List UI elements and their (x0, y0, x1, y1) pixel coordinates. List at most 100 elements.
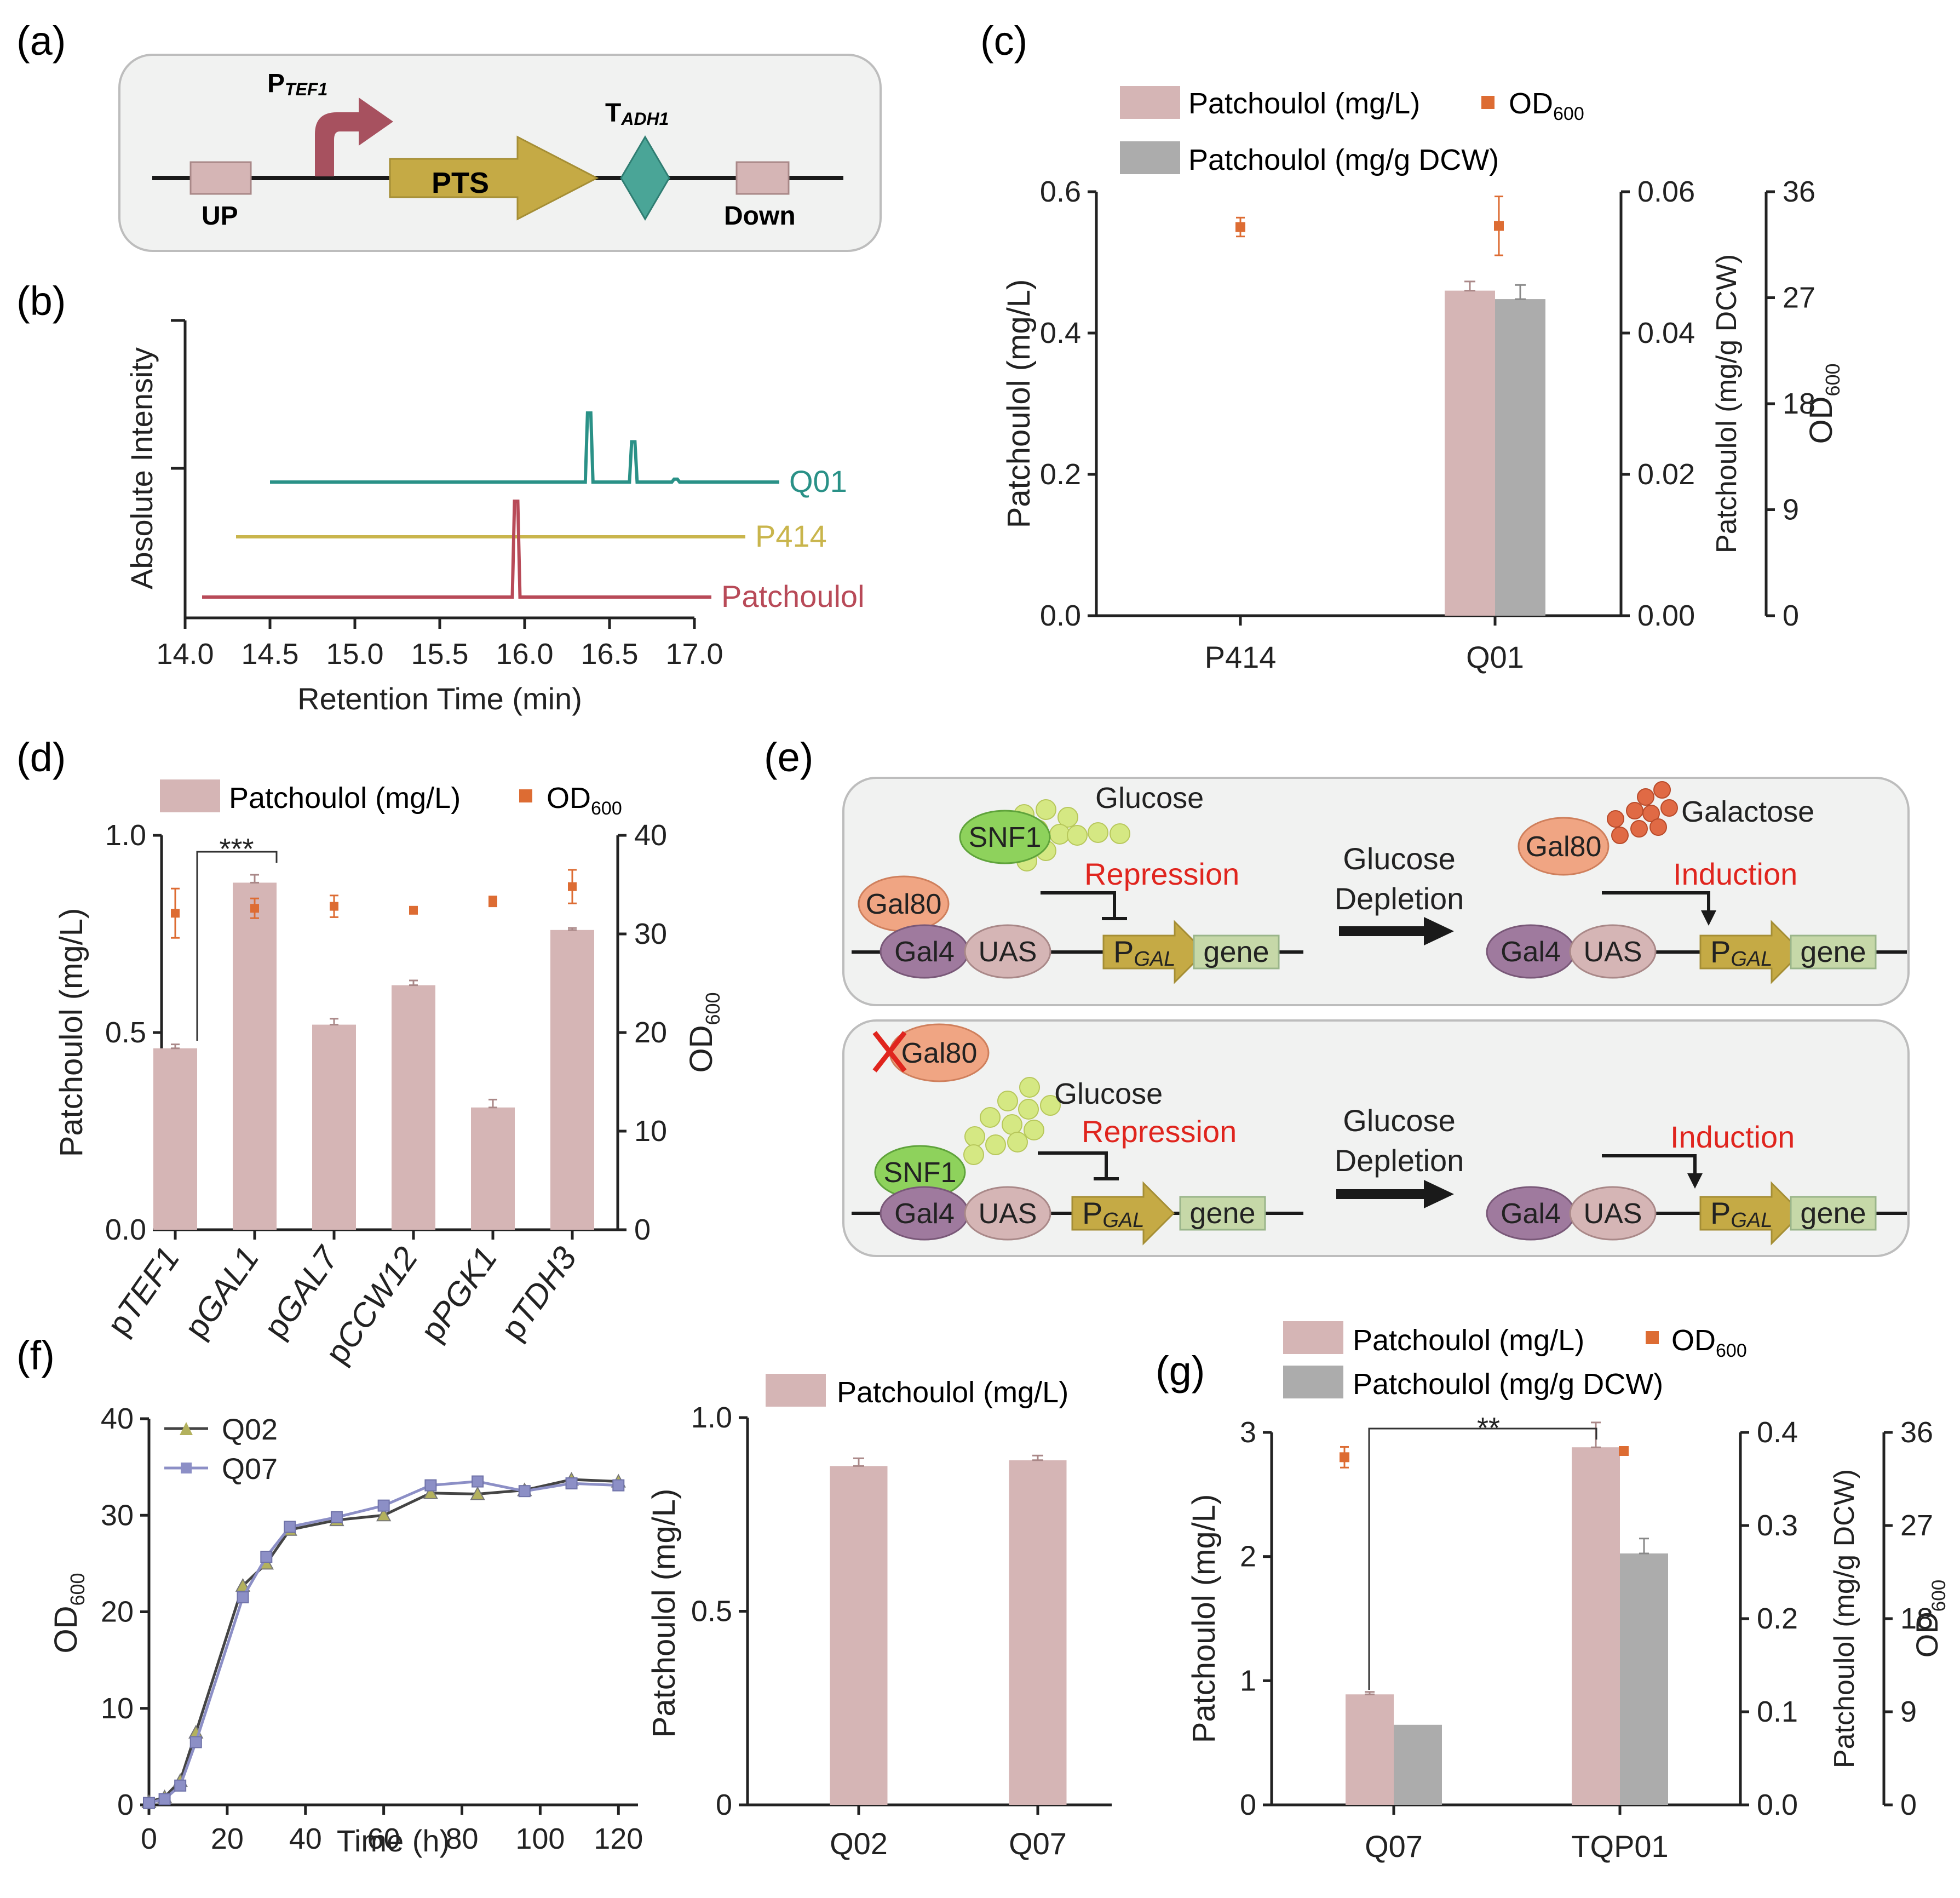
e-gene-top-1-label: gene (1203, 936, 1269, 968)
g-od-point-TQP01 (1619, 1446, 1629, 1456)
d-y1-tick-label: 1.0 (105, 819, 146, 852)
legend-g-label-od: OD600 (1671, 1324, 1747, 1361)
d-sig-label: *** (219, 833, 254, 865)
e-uas-bottom-1 (964, 1186, 1051, 1241)
e-gal4-top-2-label: Gal4 (1501, 936, 1561, 968)
e-galactose-dot (1660, 799, 1678, 817)
panel-label-f: (f) (16, 1333, 55, 1378)
e-induce-head-bottom (1687, 1173, 1703, 1189)
e-pgal-top-1-label: PGAL (1113, 934, 1175, 971)
e-pgal-bottom-2 (1699, 1181, 1803, 1246)
g-y1-label: Patchoulol (mg/L) (1186, 1494, 1222, 1744)
f1-y-tick-label: 10 (101, 1692, 134, 1725)
f1-point-q07 (158, 1793, 171, 1805)
e-uas-top-1-label: UAS (979, 936, 1037, 968)
e-galactose-dot (1637, 788, 1654, 806)
e-galactose-dot (1642, 805, 1660, 822)
cassette-box (118, 54, 882, 252)
c-y1-tick-label: 0.6 (1040, 175, 1081, 208)
g-bar-mgl-Q07 (1346, 1694, 1394, 1805)
e-glucose-dot-bottom (980, 1107, 1001, 1128)
panel-label-e: (e) (764, 735, 813, 780)
e-galactose-label: Galactose (1681, 795, 1814, 828)
legend-c-label-dcw: Patchoulol (mg/g DCW) (1188, 144, 1499, 176)
e-arrow-top (1339, 917, 1454, 945)
panel-label-b: (b) (16, 278, 66, 324)
c-x-tick-label: Q01 (1466, 640, 1524, 674)
f1-point-q02 (235, 1578, 251, 1592)
e-glucose-dot-bottom (1018, 1099, 1039, 1120)
g-y1-tick-label: 3 (1240, 1416, 1256, 1449)
b-y-axis-label: Absolute Intensity (124, 347, 159, 589)
g-y3-tick-label: 18 (1900, 1602, 1933, 1635)
promoter-arrow (315, 98, 393, 176)
d-bar-pTDH3 (550, 930, 594, 1230)
e-glucose-label-top: Glucose (1095, 782, 1204, 815)
d-od-point (409, 905, 418, 915)
c-y3-tick-label: 9 (1783, 494, 1799, 526)
e-glucose-dot-bottom (1002, 1114, 1022, 1135)
e-glucose-dot (1067, 825, 1088, 846)
e-gal4-top-1-label: Gal4 (894, 936, 955, 968)
g-sig-label: ** (1477, 1412, 1500, 1444)
g-y1-tick-label: 2 (1240, 1540, 1256, 1573)
b-trace-label-q01: Q01 (789, 464, 847, 498)
f1-point-q07 (174, 1779, 187, 1792)
d-od-point (250, 904, 259, 913)
e-induction-top: Induction (1673, 857, 1797, 891)
b-x-axis-label: Retention Time (min) (297, 681, 582, 716)
d-y2-tick-label: 40 (634, 819, 667, 852)
down-label: Down (724, 202, 796, 231)
d-od-point (568, 882, 577, 891)
e-glucose-dot-bottom (1024, 1120, 1044, 1140)
f1-point-q07 (424, 1479, 437, 1492)
e-galactose-dot (1626, 802, 1643, 819)
e-glucose-dot (1057, 807, 1078, 828)
d-od-point (488, 897, 497, 906)
b-trace-q01 (270, 411, 779, 484)
up-box (189, 161, 252, 195)
e-gal80-bottom-label: Gal80 (901, 1037, 978, 1069)
e-glucose-dot (1049, 824, 1070, 845)
f1-point-q07 (189, 1736, 202, 1748)
d-bar-pPGK1 (471, 1107, 515, 1230)
e-glucose-dot-bottom (1019, 1077, 1040, 1098)
d-bar-pTEF1 (153, 1048, 197, 1230)
up-label: UP (202, 202, 238, 231)
promoter-label: PTEF1 (267, 69, 327, 99)
g-bar-dcw-TQP01 (1620, 1553, 1668, 1805)
e-snf1-top (959, 810, 1051, 864)
f2-y-tick-label: 0 (716, 1788, 732, 1821)
e-induce-head-top (1701, 910, 1716, 926)
legend-c-label-od: OD600 (1509, 87, 1584, 124)
e-induce-line-bottom (1602, 1154, 1697, 1180)
d-y2-tick-label: 20 (634, 1016, 667, 1049)
e-gal4-bottom-2-label: Gal4 (1501, 1198, 1561, 1230)
e-gal80-top-label: Gal80 (866, 888, 942, 920)
e-uas-top-2 (1569, 924, 1657, 979)
c-y3-tick-label: 27 (1783, 282, 1815, 314)
d-x-tick-label-pPGK1: pPGK1 (413, 1240, 504, 1348)
c-y2-tick-label: 0.04 (1637, 317, 1695, 349)
f2-bar-Q07 (1009, 1460, 1067, 1805)
e-gene-top-2 (1790, 934, 1877, 970)
d-y2-tick-label: 30 (634, 918, 667, 950)
d-bar-pGAL1 (233, 882, 277, 1230)
legend-g-swatch-od (1646, 1331, 1659, 1344)
c-od-point (1494, 221, 1504, 231)
e-glucose-dot (1110, 823, 1130, 844)
g-bar-mgl-TQP01 (1572, 1447, 1620, 1805)
f1-point-q02 (423, 1485, 439, 1499)
f1-point-q07 (472, 1475, 484, 1488)
f1-x-tick-label: 80 (445, 1822, 478, 1855)
f1-y-tick-label: 20 (101, 1596, 134, 1629)
b-x-tick-label: 15.0 (326, 638, 383, 670)
e-depletion-bottom-2: Depletion (1335, 1143, 1464, 1178)
e-snf1-bottom-label: SNF1 (884, 1157, 957, 1189)
c-y1-tick-label: 0.2 (1040, 458, 1081, 491)
e-glucose-dot (1088, 822, 1108, 843)
b-x-tick-label: 14.5 (241, 638, 298, 670)
f1-y-axis-label: OD600 (48, 1573, 89, 1653)
f2-y-tick-label: 0.5 (691, 1595, 732, 1628)
g-y2-tick-label: 0.3 (1757, 1509, 1798, 1542)
